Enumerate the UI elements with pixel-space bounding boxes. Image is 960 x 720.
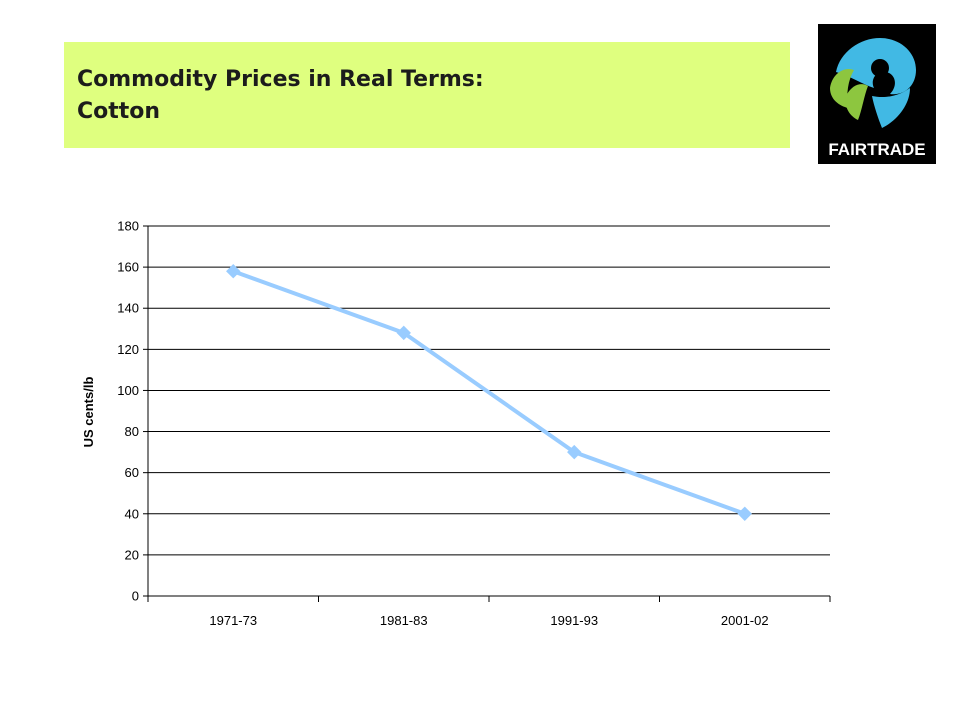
fairtrade-mark-icon xyxy=(830,38,916,128)
y-tick-label: 80 xyxy=(125,424,139,439)
chart-series xyxy=(226,264,752,521)
fairtrade-logo: FAIRTRADE xyxy=(818,24,936,164)
y-tick-label: 100 xyxy=(117,383,139,398)
x-tick-label: 2001-02 xyxy=(721,613,769,628)
x-tick-label: 1971-73 xyxy=(209,613,257,628)
chart-tick-labels: 0 20 40 60 80 100 120 140 160 180 1971-73 1981-83 19… xyxy=(117,219,768,629)
x-tick-label: 1981-83 xyxy=(380,613,428,628)
chart-gridlines xyxy=(148,225,830,556)
data-point-marker xyxy=(567,444,582,460)
y-tick-label: 40 xyxy=(125,506,139,521)
data-point-marker xyxy=(396,325,411,341)
data-point-marker xyxy=(226,264,241,279)
y-tick-label: 140 xyxy=(117,301,139,316)
y-tick-label: 20 xyxy=(125,547,139,562)
slide-title-box: Commodity Prices in Real Terms: Cotton xyxy=(64,42,790,148)
y-axis-title: US cents/lb xyxy=(81,377,96,448)
logo-text: FAIRTRADE xyxy=(828,140,925,159)
y-tick-label: 60 xyxy=(125,465,139,480)
chart-axes xyxy=(143,225,831,602)
data-point-marker xyxy=(737,506,752,521)
x-tick-label: 1991-93 xyxy=(550,613,598,628)
y-tick-label: 160 xyxy=(117,260,139,275)
y-tick-label: 120 xyxy=(117,342,139,357)
series-line xyxy=(232,269,746,516)
slide-title-line-2: Cotton xyxy=(77,99,161,124)
y-tick-label: 180 xyxy=(117,219,139,234)
y-tick-label: 0 xyxy=(132,589,139,604)
slide-title-line-1: Commodity Prices in Real Terms: xyxy=(77,67,484,92)
